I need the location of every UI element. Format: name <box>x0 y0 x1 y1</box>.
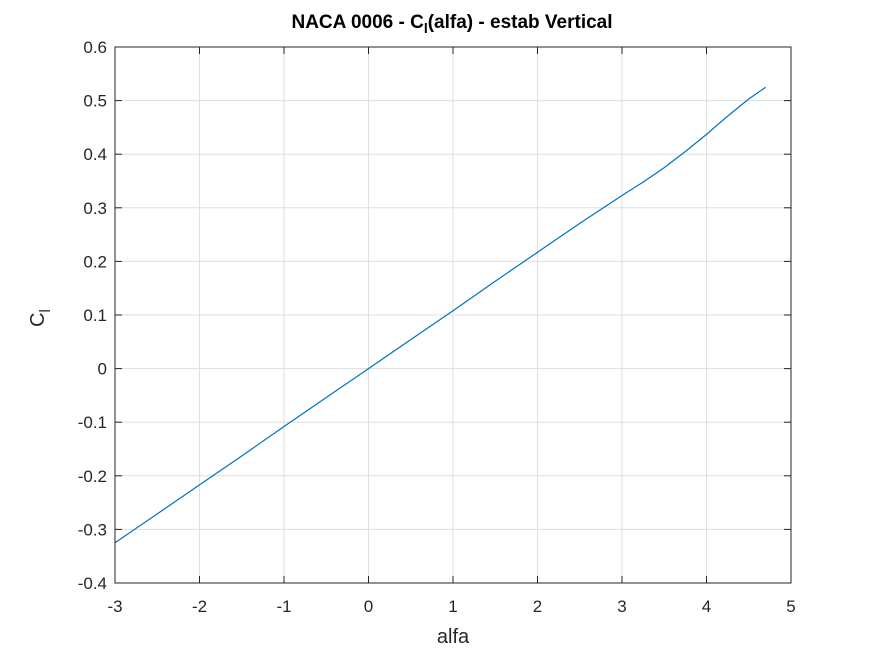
y-tick-label: 0.1 <box>83 306 107 325</box>
y-tick-label: 0.6 <box>83 38 107 57</box>
x-tick-label: -3 <box>107 597 122 616</box>
y-tick-label: -0.4 <box>78 574 107 593</box>
x-tick-label: 5 <box>786 597 795 616</box>
y-axis-label-main: C <box>27 312 49 326</box>
series-line-0 <box>114 86 766 544</box>
y-tick-label: -0.3 <box>78 520 107 539</box>
y-tick-labels: -0.4 -0.3 -0.2 -0.1 0 0.1 0.2 0.3 0.4 0.5 0.6 <box>78 38 107 593</box>
grid <box>114 46 792 584</box>
chart-title: NACA 0006 - Cl(alfa) - estab Vertical <box>291 12 612 36</box>
x-tick-label: -2 <box>192 597 207 616</box>
x-tick-label: 2 <box>533 597 542 616</box>
y-tick-label: -0.2 <box>78 467 107 486</box>
x-tick-label: 4 <box>702 597 711 616</box>
y-tick-label: 0.3 <box>83 199 107 218</box>
y-axis-label: Cl <box>27 309 54 327</box>
y-tick-label: 0.4 <box>83 145 107 164</box>
y-tick-label: 0.2 <box>83 252 107 271</box>
x-axis-label: alfa <box>437 626 470 648</box>
y-axis-label-subscript: l <box>37 309 54 312</box>
x-tick-labels: -3 -2 -1 0 1 2 3 4 5 <box>107 597 795 616</box>
y-tick-label: 0 <box>98 360 107 379</box>
x-tick-label: -1 <box>276 597 291 616</box>
title-prefix: NACA 0006 - C <box>291 12 424 33</box>
x-tick-label: 1 <box>448 597 457 616</box>
series-layer <box>114 86 766 544</box>
y-tick-label: -0.1 <box>78 413 107 432</box>
ticks <box>114 46 792 584</box>
title-subscript: l <box>424 20 428 36</box>
y-tick-label: 0.5 <box>83 92 107 111</box>
x-tick-label: 3 <box>617 597 626 616</box>
title-suffix: (alfa) - estab Vertical <box>428 12 613 33</box>
x-tick-label: 0 <box>364 597 373 616</box>
